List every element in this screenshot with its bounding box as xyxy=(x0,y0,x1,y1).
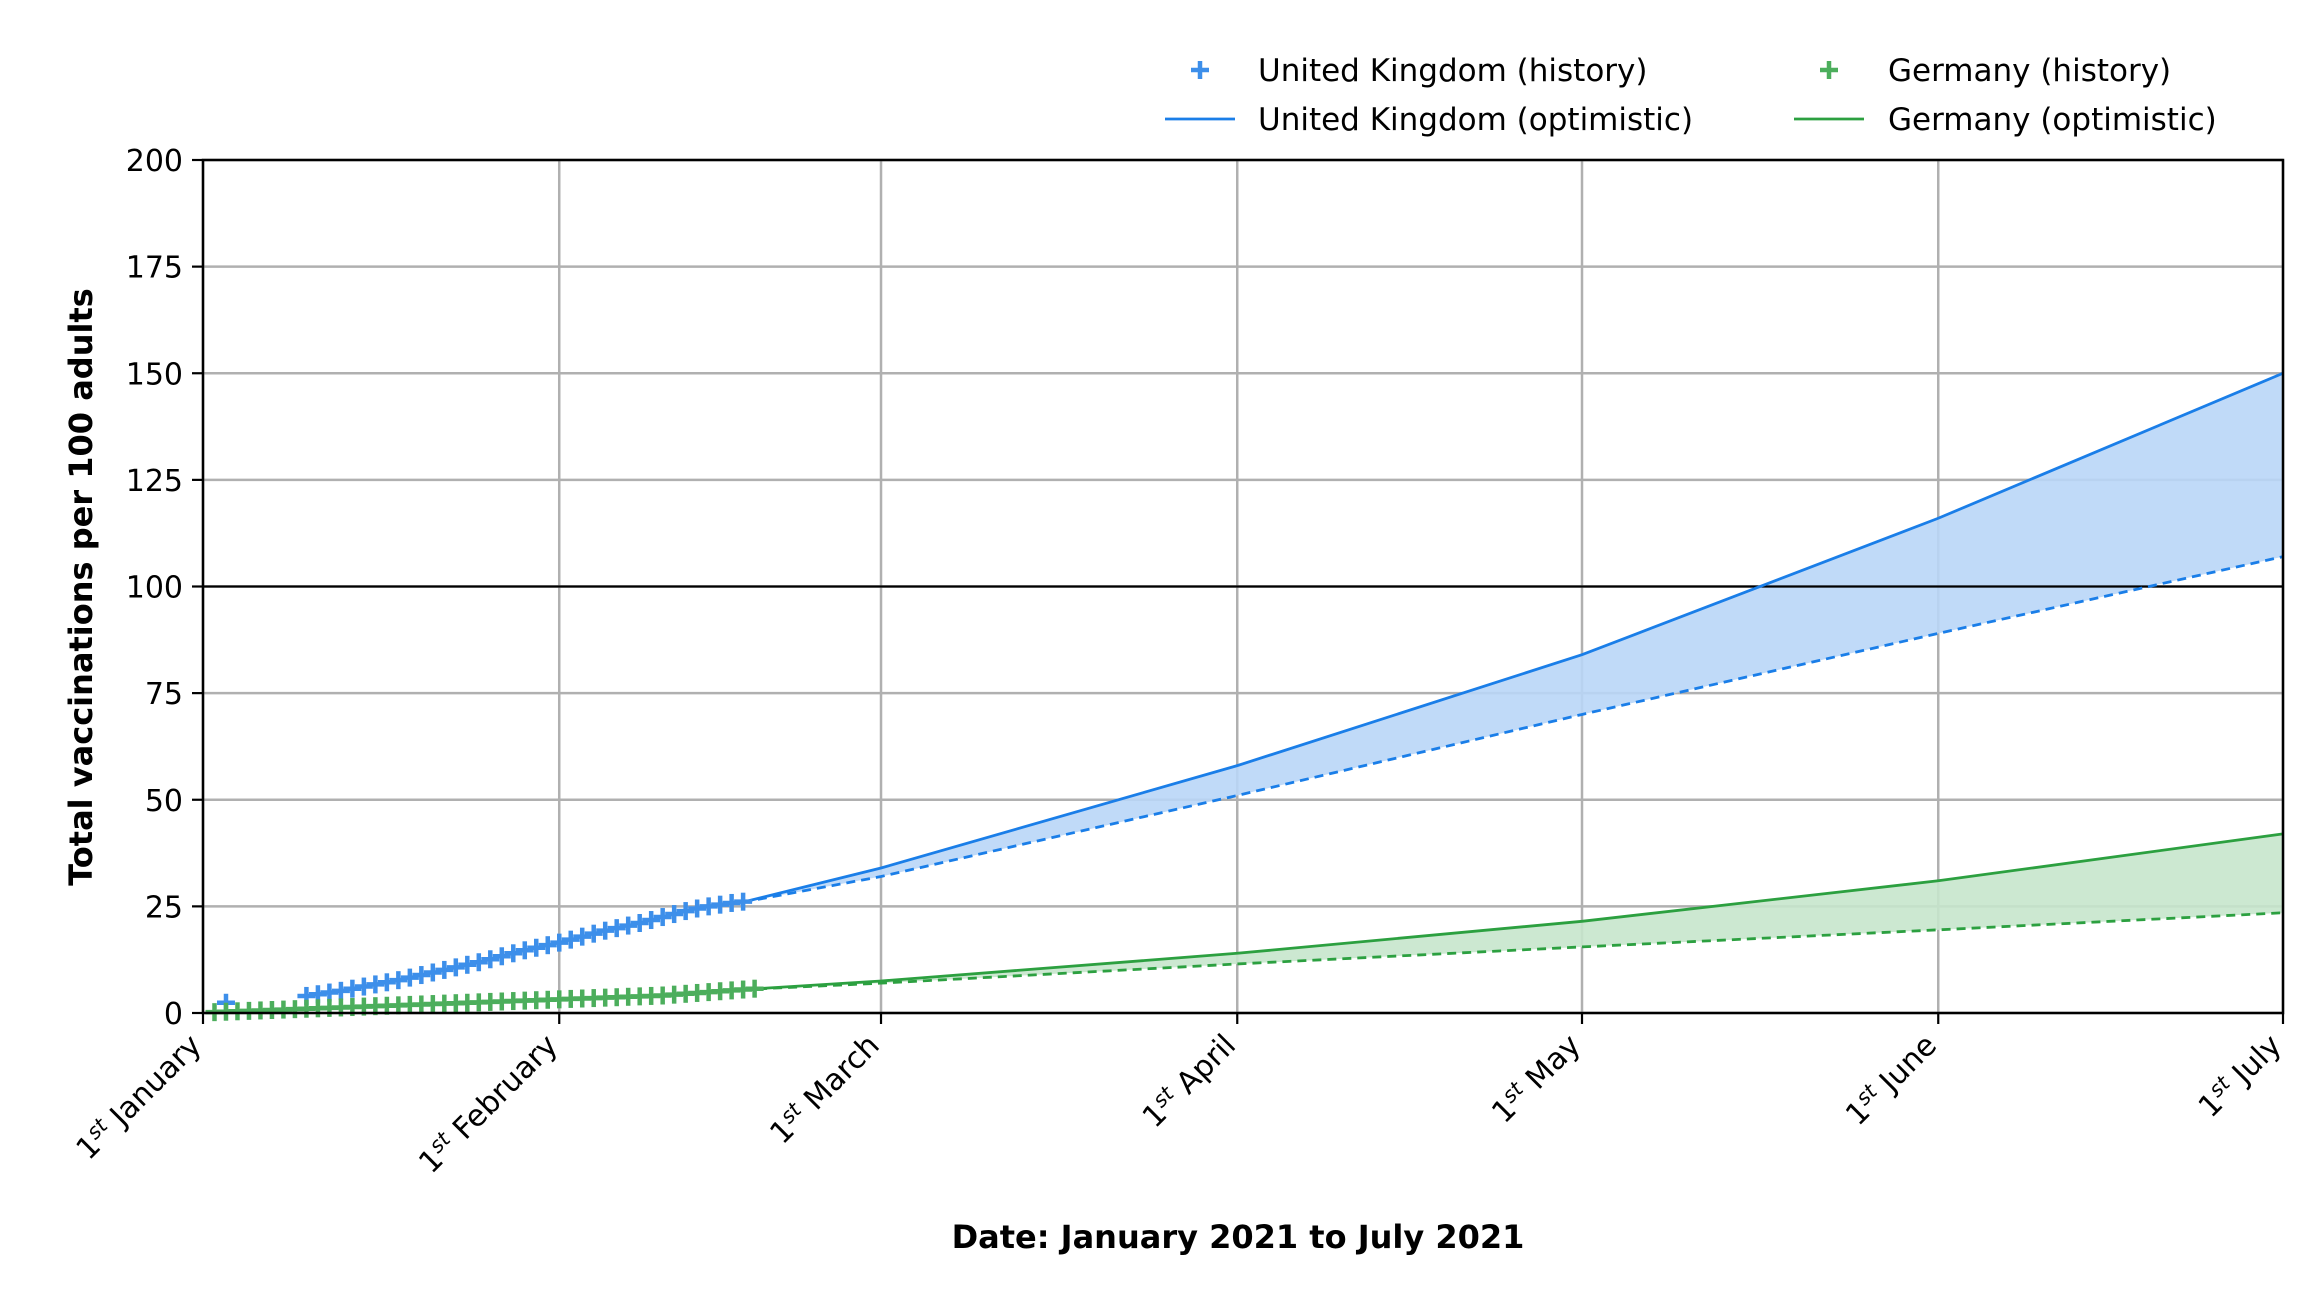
legend-item: United Kingdom (optimistic) xyxy=(1165,102,1693,138)
y-axis-label: Total vaccinations per 100 adults xyxy=(62,288,100,886)
history-point xyxy=(389,971,408,990)
history-point xyxy=(653,908,672,927)
legend-label: United Kingdom (history) xyxy=(1258,53,1647,89)
legend-item: Germany (history) xyxy=(1820,53,2171,89)
y-tick-label: 175 xyxy=(126,251,183,286)
y-axis-ticks: 0 25 50 75 100 125 150 175 200 xyxy=(126,144,203,1032)
history-point xyxy=(630,914,649,933)
y-tick-label: 0 xyxy=(164,997,183,1032)
history-point xyxy=(734,892,753,911)
legend-plus-marker xyxy=(1191,61,1209,79)
history-point xyxy=(596,921,615,940)
history-point xyxy=(642,911,661,930)
legend-plus-marker xyxy=(1820,61,1838,79)
history-point xyxy=(458,955,477,974)
y-tick-label: 50 xyxy=(145,784,183,819)
y-tick-label: 100 xyxy=(126,571,183,606)
optimistic-line xyxy=(742,371,2284,904)
history-point xyxy=(400,968,419,987)
legend: United Kingdom (history) Germany (history… xyxy=(1165,53,2217,138)
history-point xyxy=(665,905,684,924)
legend-label: Germany (history) xyxy=(1888,53,2171,89)
history-point xyxy=(435,960,454,979)
history-point xyxy=(745,979,764,998)
pessimistic-line xyxy=(742,555,2284,904)
history-point xyxy=(504,944,523,963)
history-point xyxy=(550,933,569,952)
history-point xyxy=(561,930,580,949)
legend-item: Germany (optimistic) xyxy=(1794,102,2217,138)
history-point xyxy=(423,963,442,982)
history-point xyxy=(469,953,488,972)
history-point xyxy=(481,950,500,969)
projection-bands xyxy=(743,373,2283,990)
history-point xyxy=(446,958,465,977)
legend-item: United Kingdom (history) xyxy=(1191,53,1647,89)
history-point xyxy=(492,947,511,966)
y-tick-label: 200 xyxy=(126,144,183,179)
legend-label: Germany (optimistic) xyxy=(1888,102,2217,138)
y-tick-label: 150 xyxy=(126,357,183,392)
history-markers xyxy=(205,892,764,1022)
y-tick-label: 25 xyxy=(145,890,183,925)
history-point xyxy=(412,966,431,985)
y-tick-label: 75 xyxy=(145,677,183,712)
pessimistic-line xyxy=(743,911,2284,991)
history-point xyxy=(573,927,592,946)
history-point xyxy=(619,916,638,935)
history-point xyxy=(607,919,626,938)
y-tick-label: 125 xyxy=(126,464,183,499)
history-point xyxy=(584,924,603,943)
optimistic-line xyxy=(743,832,2284,991)
history-point xyxy=(515,941,534,960)
projection-band xyxy=(743,833,2283,990)
legend-label: United Kingdom (optimistic) xyxy=(1258,102,1693,138)
history-point xyxy=(676,902,695,921)
history-point xyxy=(538,936,557,955)
projection-lines xyxy=(742,371,2284,991)
x-axis-label: Date: January 2021 to July 2021 xyxy=(952,1218,1525,1256)
history-point xyxy=(527,938,546,957)
